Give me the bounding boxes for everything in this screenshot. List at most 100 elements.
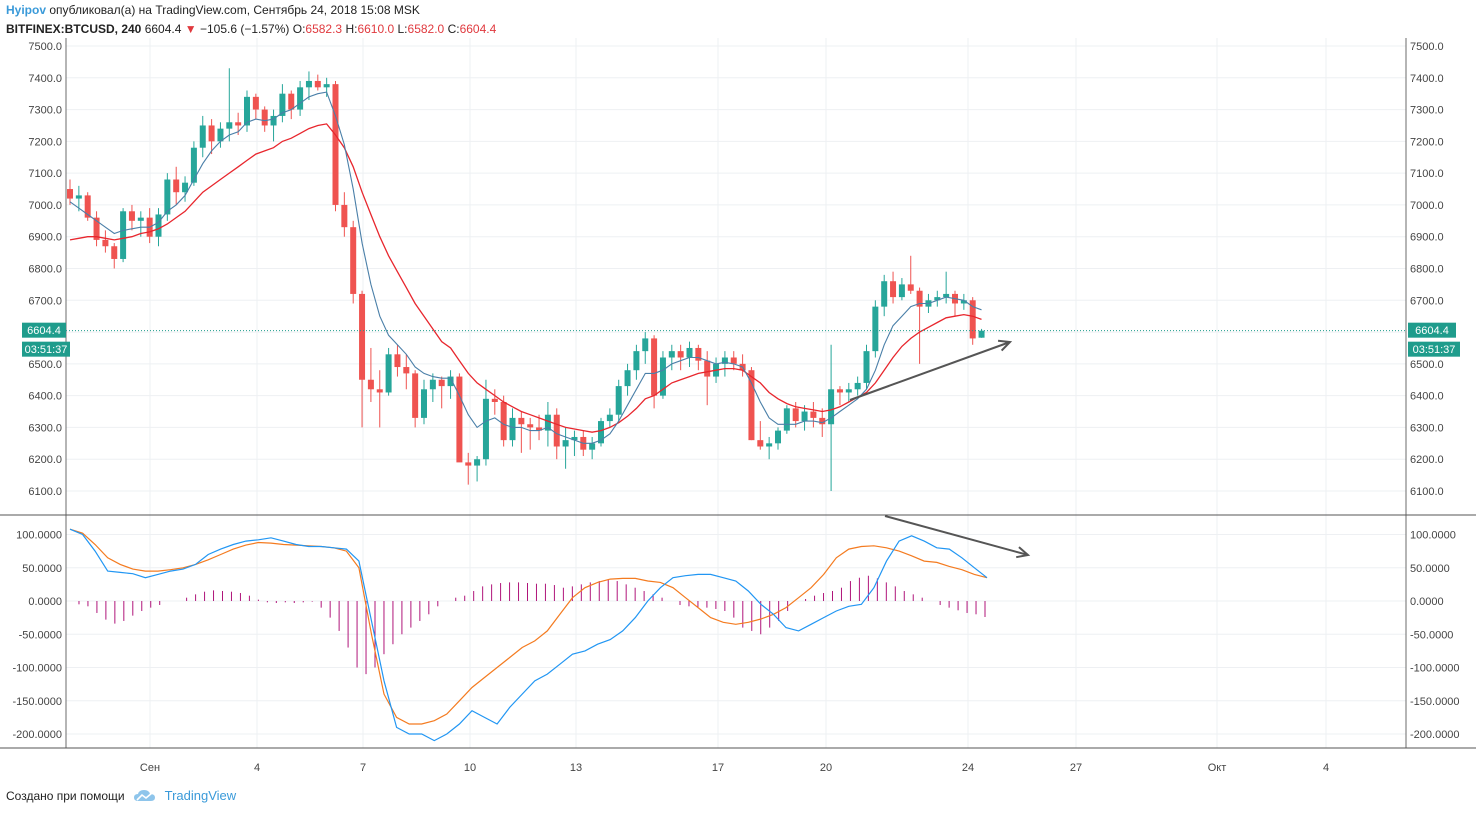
y-tick-label-left: 6100.0 — [28, 486, 62, 498]
candle-body — [332, 84, 339, 205]
candle-body — [624, 370, 631, 387]
candle-body — [536, 427, 543, 431]
left-countdown-badge-text: 03:51:37 — [25, 344, 68, 356]
y-tick-label-left: 100.0000 — [16, 530, 62, 542]
y-tick-label-left: 6200.0 — [28, 454, 62, 466]
candle-body — [137, 217, 144, 221]
candle-body — [907, 284, 914, 291]
candle-body — [553, 414, 560, 447]
candle-body — [704, 360, 711, 377]
candle-body — [270, 115, 277, 126]
made-with-label: Создано при помощи — [6, 788, 125, 803]
candle-body — [279, 93, 286, 116]
right-price-badge-box — [1408, 322, 1456, 338]
candle-body — [252, 96, 259, 110]
y-tick-label-right: 7400.0 — [1410, 73, 1444, 85]
candle-body — [730, 357, 737, 364]
tradingview-link[interactable]: TradingView — [164, 788, 237, 803]
candle-body — [155, 214, 162, 237]
candle-body — [943, 293, 950, 298]
candle-body — [677, 351, 684, 358]
candle-body — [376, 389, 383, 393]
candle-body — [447, 376, 454, 387]
macd-pane — [69, 528, 988, 742]
price-trend-arrow-head — [997, 339, 1013, 352]
candle-body — [421, 389, 427, 418]
candle-body — [226, 122, 233, 129]
macd-signal-line — [69, 528, 988, 725]
x-tick-label: 27 — [1070, 762, 1082, 774]
candle-body — [659, 357, 666, 396]
candle-body — [84, 195, 91, 218]
candle-body — [819, 417, 826, 425]
y-tick-label-right: -50.0000 — [1410, 629, 1453, 641]
candle-body — [128, 211, 135, 221]
candle-body — [562, 440, 569, 447]
open-label: O: — [292, 22, 306, 36]
candle-body — [686, 347, 693, 358]
candle-body — [598, 421, 604, 444]
y-tick-label-left: 7000.0 — [28, 200, 62, 212]
candle-body — [898, 284, 905, 298]
candle-body — [783, 408, 790, 431]
y-tick-label-left: 7300.0 — [28, 105, 62, 117]
candle-body — [651, 338, 658, 396]
right-countdown-badge-box — [1408, 341, 1460, 357]
x-tick-label: Сен — [140, 762, 160, 774]
candle-body — [305, 80, 312, 88]
candle-body — [199, 125, 206, 148]
moving-averages — [66, 91, 1406, 444]
candle-body — [589, 443, 596, 450]
y-tick-label-right: 7300.0 — [1410, 105, 1444, 117]
low-value: 6582.0 — [407, 22, 445, 36]
y-tick-label-left: 7500.0 — [28, 41, 62, 53]
candle-body — [757, 440, 764, 447]
candle-body — [916, 290, 923, 307]
x-tick-label: 17 — [712, 762, 724, 774]
x-tick-label: 24 — [962, 762, 974, 774]
symbol-label: BITFINEX:BTCUSD, 240 — [6, 22, 142, 36]
price-change: −105.6 (−1.57%) — [199, 22, 290, 36]
candle-body — [190, 147, 197, 183]
candle-body — [102, 239, 109, 247]
y-tick-label-left: 6300.0 — [28, 422, 62, 434]
y-tick-label-right: 6500.0 — [1410, 359, 1444, 371]
candle-body — [527, 424, 534, 428]
down-arrow-icon: ▼ — [184, 22, 197, 36]
y-tick-label-left: -50.0000 — [19, 629, 62, 641]
y-tick-label-right: 0.0000 — [1410, 596, 1444, 608]
author-name[interactable]: Hyipov — [6, 3, 47, 17]
candle-body — [872, 306, 879, 352]
candle-body — [721, 357, 728, 364]
candle-body — [766, 443, 773, 447]
candle-body — [323, 84, 330, 88]
left-price-badge-box — [22, 322, 66, 338]
candle-body — [890, 281, 897, 298]
x-tick-label: 10 — [464, 762, 476, 774]
tradingview-cloud-icon — [133, 789, 155, 801]
y-tick-label-left: 7200.0 — [28, 136, 62, 148]
price-trend-arrow-shaft — [849, 341, 1011, 401]
candle-body — [633, 351, 640, 371]
candle-body — [606, 414, 613, 422]
left-countdown-badge-box — [22, 341, 70, 357]
ma-slow-line — [69, 123, 982, 433]
y-tick-label-right: 7500.0 — [1410, 41, 1444, 53]
y-tick-label-left: -200.0000 — [12, 729, 62, 741]
candle-body — [208, 125, 215, 142]
ohlc-header: BITFINEX:BTCUSD, 240 6604.4 ▼ −105.6 (−1… — [6, 22, 496, 36]
candle-body — [235, 122, 242, 126]
candle-body — [518, 417, 525, 425]
y-tick-label-left: 50.0000 — [22, 563, 62, 575]
candle-body — [394, 354, 401, 368]
footer: Создано при помощи TradingView — [6, 788, 236, 803]
candle-body — [801, 411, 808, 422]
candle-body — [367, 379, 374, 390]
publish-header: Hyipov опубликовал(а) на TradingView.com… — [6, 3, 420, 17]
macd-line — [69, 528, 988, 742]
y-tick-label-right: 6400.0 — [1410, 391, 1444, 403]
candle-body — [359, 293, 366, 380]
y-tick-label-right: 7200.0 — [1410, 136, 1444, 148]
ma-fast-line — [69, 91, 982, 444]
